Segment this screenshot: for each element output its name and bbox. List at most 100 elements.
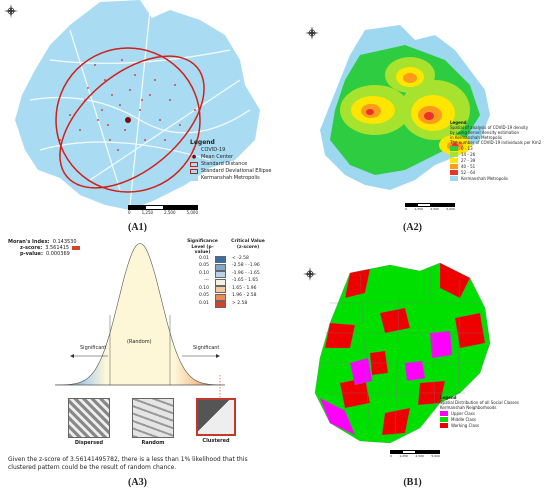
legend-mean-center: ● Mean Center	[191, 154, 234, 160]
scale-tick: 0	[405, 207, 407, 211]
class-label: 40 - 51	[461, 164, 476, 169]
legend-label: Standard Distance	[201, 161, 248, 167]
a2-class-row: 40 - 51	[450, 164, 550, 169]
class-label: 0 - 13	[461, 146, 473, 151]
a2-class-row: 27 - 39	[450, 158, 550, 163]
b1-legend-line: Legend	[440, 395, 457, 400]
zscore-swatch	[72, 246, 81, 250]
sig-level: ---	[204, 278, 209, 283]
b1-legend: Legend Spatial Distribution of all Socia…	[440, 395, 550, 429]
a2-class-row: Kermanshah Metropolis	[450, 176, 550, 181]
scale-tick: 5,000	[186, 210, 198, 215]
compass-icon	[303, 267, 317, 281]
sig-level: 0.01	[198, 300, 209, 306]
crit-value: -2.58 - -1.96	[232, 263, 260, 268]
scale-tick: 1,250	[414, 207, 423, 211]
class-label: Upper Class	[451, 411, 475, 416]
legend-label: Kermanshah Metropolis	[201, 175, 260, 181]
legend-label: Standard Deviational Ellipse	[201, 168, 272, 174]
scale-tick: 5,000	[446, 207, 455, 211]
a2-legend-line: Spatial of analysis of COVID-19 density	[450, 125, 529, 130]
zscore-value: 3.561415	[45, 245, 70, 251]
legend-standard-distance: Standard Distance	[190, 161, 275, 167]
b1-class-row: Working Class	[440, 423, 550, 428]
significance-arrows	[70, 354, 220, 358]
crit-value: -1.96 - -1.65	[232, 270, 260, 276]
panel-a1: Legend • COVID-19 ● Mean Center Standard D…	[0, 0, 275, 235]
a2-scale-bar: 0 1,250 2,500 5,000	[405, 203, 455, 212]
a1-scale-bar: 0 1,250 2,500 5,000	[128, 205, 198, 215]
sig-swatch	[215, 263, 226, 271]
a2-class-row: 0 - 13	[450, 146, 550, 151]
pvalue-label: p-value:	[20, 251, 43, 257]
morans-stats: Moran's Index: 0.143530 z-score: 3.561415 …	[8, 239, 98, 257]
sig-level: 0.05	[198, 293, 209, 298]
a2-legend-line: The number of COVID-19 individuals per K…	[450, 140, 542, 145]
panel-b1: Legend Spatial Distribution of all Socia…	[275, 235, 550, 497]
sig-swatch	[215, 278, 226, 286]
class-label: 52 - 64	[461, 170, 476, 175]
scale-tick: 2,500	[430, 207, 439, 211]
class-label: Middle Class	[451, 417, 477, 422]
b1-class-row: Middle Class	[440, 417, 550, 422]
compass-icon	[305, 26, 319, 40]
pattern-label: Random	[141, 440, 165, 446]
scale-tick: 0	[390, 454, 392, 458]
panel-label-a3: (A3)	[128, 477, 147, 488]
a2-legend-line: Legend	[450, 120, 467, 125]
panel-a2: Legend Spatial of analysis of COVID-19 d…	[275, 0, 550, 235]
a2-legend-line: in Kermanshah Metropolis	[450, 135, 502, 140]
sig-level: 0.01	[198, 255, 209, 261]
b1-class-row: Upper Class	[440, 411, 550, 416]
crit-value: 1.96 - 2.58	[232, 293, 257, 298]
pattern-thumbnails: Dispersed Random Clustered	[68, 398, 248, 446]
random-label: (Random)	[127, 339, 152, 345]
panel-a3: Moran's Index: 0.143530 z-score: 3.561415 …	[0, 235, 275, 497]
crit-value: 1.65 - 1.96	[232, 285, 257, 291]
scale-tick: 2,500	[164, 210, 176, 215]
zscore-label: z-score:	[20, 245, 43, 251]
a2-legend: Legend Spatial of analysis of COVID-19 d…	[450, 120, 550, 182]
crit-value: < -2.58	[232, 255, 249, 261]
sig-level: 0.10	[198, 285, 209, 291]
legend-label: Mean Center	[201, 154, 234, 160]
mean-center-marker	[125, 117, 131, 123]
pattern-label: Clustered	[202, 438, 230, 444]
sig-row: --- -1.65 - 1.65	[185, 278, 275, 286]
standard-deviational-ellipse	[59, 55, 205, 189]
a2-class-row: 14 - 26	[450, 152, 550, 157]
class-label: Working Class	[451, 423, 480, 428]
sig-swatch	[215, 256, 226, 263]
class-label: 27 - 39	[461, 158, 476, 163]
sig-swatch	[215, 301, 226, 308]
sig-row: 0.01 < -2.58	[185, 255, 275, 263]
a1-legend-title: Legend	[190, 139, 215, 146]
bell-curve	[55, 243, 225, 386]
sig-swatch	[215, 271, 226, 278]
morans-index-value: 0.143530	[52, 239, 77, 245]
a2-density-map	[320, 25, 490, 190]
b1-social-class-map	[314, 263, 491, 444]
class-label: Kermanshah Metropolis	[461, 176, 508, 181]
scale-tick: 1,250	[399, 454, 408, 458]
crit-value: > 2.58	[232, 300, 248, 306]
significant-left-label: Significant	[80, 345, 107, 351]
legend-covid: • COVID-19	[192, 147, 226, 153]
a3-caption: Given the z-score of 3.56141495782, ther…	[8, 456, 248, 471]
scale-tick: 5,000	[431, 454, 440, 458]
panel-label-a1: (A1)	[128, 222, 147, 233]
sig-row: 0.10 1.65 - 1.96	[185, 285, 275, 293]
sig-swatch	[215, 286, 226, 293]
sig-row: 0.01 > 2.58	[185, 300, 275, 308]
panel-label-b1: (B1)	[403, 477, 422, 488]
b1-legend-line: Spatial Distribution of all Social Class…	[440, 400, 519, 405]
b1-scale-bar: 0 1,250 2,500 5,000	[390, 450, 440, 459]
compass-icon	[4, 4, 18, 18]
legend-label: COVID-19	[201, 147, 226, 153]
crit-value: -1.65 - 1.65	[232, 278, 259, 283]
b1-legend-line: Kermanshah Neighborhoods	[440, 405, 497, 410]
sig-row: 0.05 1.96 - 2.58	[185, 293, 275, 301]
class-label: 14 - 26	[461, 152, 476, 157]
scale-tick: 2,500	[415, 454, 424, 458]
sig-swatch	[215, 293, 226, 301]
